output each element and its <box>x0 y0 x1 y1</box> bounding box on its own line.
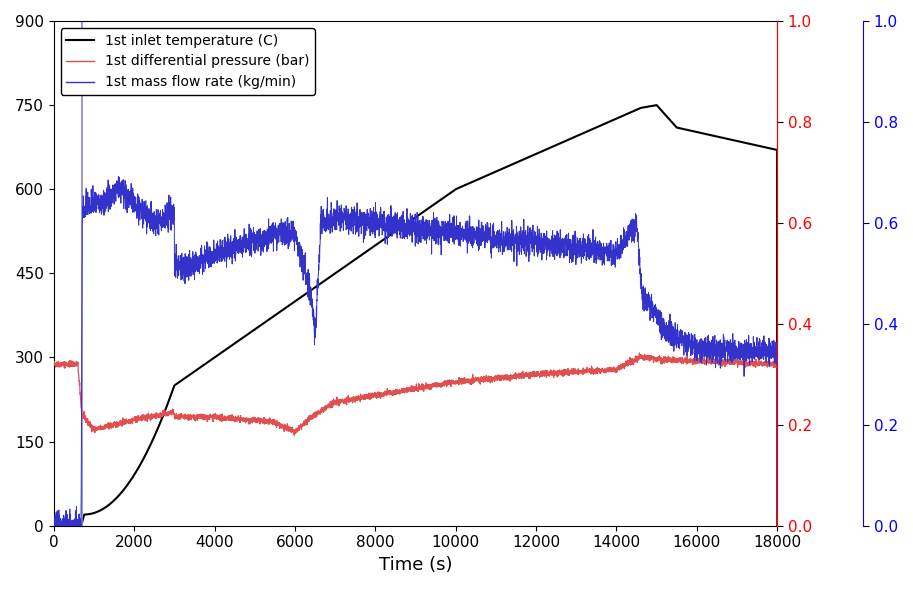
1st inlet temperature (C) <box>325 273 336 280</box>
1st mass flow rate (kg/min) <box>113 173 124 180</box>
1st mass flow rate (kg/min) <box>588 247 599 254</box>
1st differential pressure (bar) <box>644 356 655 363</box>
1st inlet temperature (C) <box>651 102 662 109</box>
1st inlet temperature (C) <box>48 521 59 528</box>
1st differential pressure (bar) <box>771 522 782 530</box>
1st mass flow rate (kg/min) <box>48 522 59 530</box>
Legend: 1st inlet temperature (C), 1st differential pressure (bar), 1st mass flow rate (: 1st inlet temperature (C), 1st different… <box>60 28 315 95</box>
Line: 1st differential pressure (bar): 1st differential pressure (bar) <box>54 353 777 526</box>
1st differential pressure (bar) <box>519 372 530 379</box>
1st mass flow rate (kg/min) <box>325 207 336 214</box>
1st differential pressure (bar) <box>588 366 599 373</box>
1st mass flow rate (kg/min) <box>771 518 782 525</box>
1st mass flow rate (kg/min) <box>482 220 493 227</box>
1st differential pressure (bar) <box>634 349 645 356</box>
1st differential pressure (bar) <box>325 399 336 406</box>
X-axis label: Time (s): Time (s) <box>379 556 452 574</box>
1st differential pressure (bar) <box>482 375 493 382</box>
1st differential pressure (bar) <box>180 413 191 420</box>
1st inlet temperature (C) <box>482 171 493 178</box>
Line: 1st inlet temperature (C): 1st inlet temperature (C) <box>54 105 777 526</box>
1st mass flow rate (kg/min) <box>519 250 530 257</box>
1st inlet temperature (C) <box>180 375 191 382</box>
1st inlet temperature (C) <box>643 103 654 110</box>
Line: 1st mass flow rate (kg/min): 1st mass flow rate (kg/min) <box>54 176 777 526</box>
1st inlet temperature (C) <box>588 125 599 132</box>
1st inlet temperature (C) <box>771 522 782 530</box>
1st inlet temperature (C) <box>519 155 530 163</box>
1st differential pressure (bar) <box>48 360 59 367</box>
1st mass flow rate (kg/min) <box>644 297 655 305</box>
1st mass flow rate (kg/min) <box>180 267 191 274</box>
